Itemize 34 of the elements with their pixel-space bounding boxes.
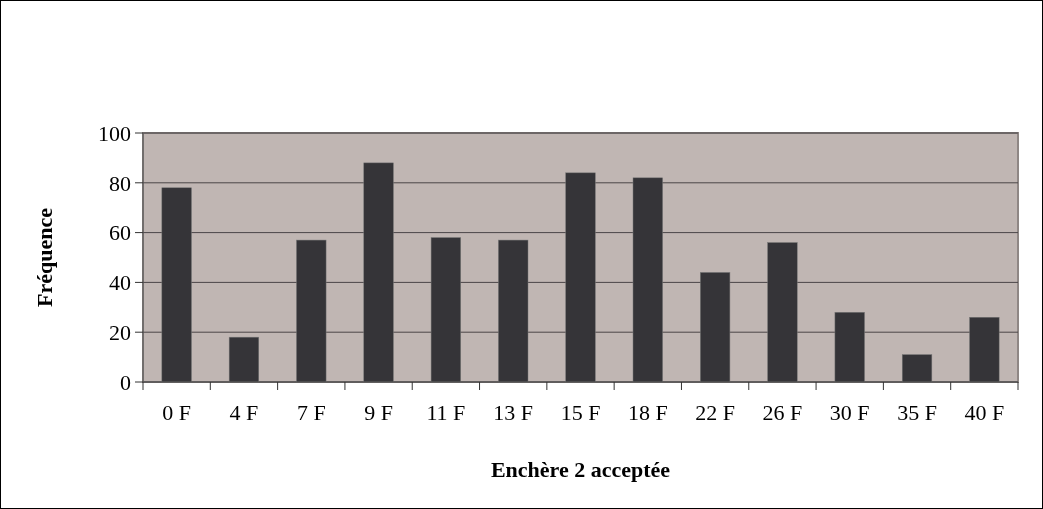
bar: [901, 354, 933, 383]
x-tick-label: 30 F: [829, 400, 870, 425]
bar: [834, 312, 865, 383]
x-tick-label: 40 F: [964, 400, 1005, 425]
bar: [430, 237, 461, 383]
bar: [632, 177, 663, 383]
x-tick-label: 18 F: [627, 400, 668, 425]
y-tick-label: 0: [120, 369, 131, 395]
bar: [363, 162, 394, 383]
x-tick-label: 4 F: [229, 400, 259, 425]
x-tick-label: 7 F: [296, 400, 326, 425]
bar: [700, 272, 731, 383]
x-tick-label: 22 F: [695, 400, 735, 425]
y-tick-label: 100: [98, 120, 131, 146]
x-tick-label: 15 F: [560, 400, 601, 425]
bar: [565, 172, 596, 383]
x-tick-label: 26 F: [762, 400, 803, 425]
x-tick-label: 0 F: [162, 400, 192, 425]
y-tick-label: 80: [109, 170, 131, 196]
bar: [767, 242, 798, 383]
bar: [296, 239, 327, 383]
bar: [161, 187, 192, 383]
x-tick-label: 13 F: [493, 400, 534, 425]
y-axis-title: Fréquence: [32, 207, 57, 307]
x-tick-label: 11 F: [426, 400, 466, 425]
x-tick-label: 9 F: [364, 400, 393, 425]
x-axis-title: Enchère 2 acceptée: [490, 457, 671, 482]
y-tick-label: 40: [109, 270, 131, 296]
y-tick-label: 20: [109, 319, 131, 345]
y-tick-label: 60: [109, 220, 131, 246]
bar: [228, 336, 260, 383]
bar: [498, 239, 529, 383]
x-tick-label: 35 F: [897, 400, 937, 425]
bar: [969, 317, 1000, 383]
